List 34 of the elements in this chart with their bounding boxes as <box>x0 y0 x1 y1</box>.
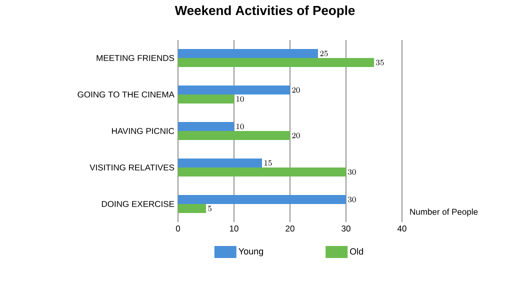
data-label: 30 <box>348 169 356 175</box>
data-label: 20 <box>292 87 300 93</box>
legend-label: Old <box>350 248 364 255</box>
data-label: 25 <box>320 50 328 56</box>
bar <box>178 158 262 168</box>
x-tick-label: 0 <box>176 226 180 232</box>
y-tick-label: HAVING PICNIC <box>112 128 174 134</box>
y-tick-label: MEETING FRIENDS <box>96 55 174 62</box>
data-label: 10 <box>236 124 244 130</box>
bar <box>178 130 290 140</box>
bar <box>178 204 206 213</box>
x-axis-title: Number of People <box>410 208 478 216</box>
x-tick-label: 40 <box>397 226 406 232</box>
y-tick-label: VISITING RELATIVES <box>90 164 174 170</box>
bar <box>178 49 318 58</box>
data-label: 35 <box>376 60 384 66</box>
bar <box>178 86 290 94</box>
data-label: 5 <box>208 206 212 212</box>
x-tick-label: 30 <box>342 226 350 232</box>
chart-title: Weekend Activities of People <box>174 6 355 18</box>
legend-label: Young <box>238 248 264 256</box>
data-label: 15 <box>264 160 272 166</box>
x-tick-label: 20 <box>286 226 294 232</box>
data-label: 20 <box>292 132 300 138</box>
y-tick-label: DOING EXERCISE <box>102 200 174 207</box>
y-tick-label: GOING TO THE CINEMA <box>78 91 174 98</box>
bar <box>178 167 346 176</box>
data-label: 10 <box>236 96 244 102</box>
bar <box>178 94 234 104</box>
bar <box>178 122 234 131</box>
bar <box>178 194 346 204</box>
data-label: 30 <box>348 196 356 202</box>
x-tick-label: 10 <box>230 226 238 232</box>
bar <box>178 58 374 67</box>
